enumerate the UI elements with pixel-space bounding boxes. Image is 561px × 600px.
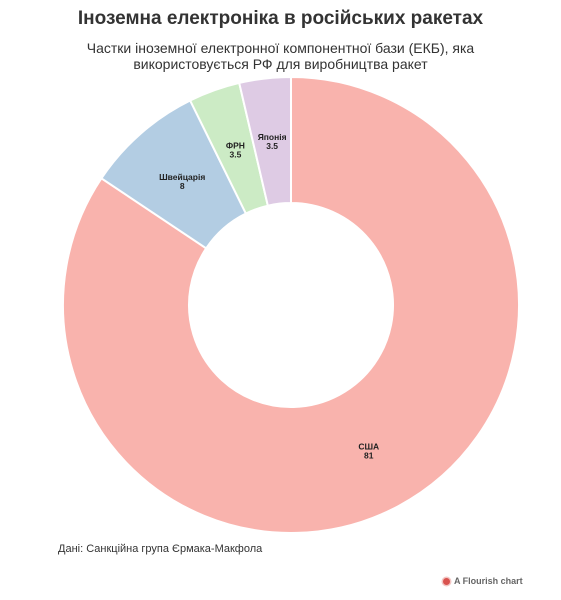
slice-3[interactable]	[238, 75, 292, 207]
slice-label-category: ФРН	[226, 141, 245, 151]
slice-0[interactable]	[62, 75, 520, 534]
slice-label-category: США	[358, 442, 379, 452]
flourish-credit-text: A Flourish chart	[454, 576, 523, 586]
slice-label-value: 81	[364, 451, 374, 461]
flourish-logo-icon	[443, 577, 450, 585]
data-source: Дані: Санкційна група Єрмака-Макфола	[58, 543, 263, 555]
slice-label-0: США 81	[358, 442, 379, 461]
chart-title: Іноземна електроніка в російських ракета…	[77, 8, 484, 29]
slice-label-value: 3.5	[229, 150, 241, 160]
chart-subtitle: Частки іноземної електронної компонентно…	[86, 40, 475, 72]
slice-label-category: Японія	[258, 132, 287, 142]
slice-label-category: Швейцарія	[159, 172, 205, 182]
slice-label-2: ФРН 3.5	[226, 141, 245, 160]
donut-slices	[62, 75, 520, 534]
flourish-credit[interactable]: A Flourish chart	[443, 576, 523, 586]
slice-label-value: 3.5	[266, 141, 278, 151]
slice-label-value: 8	[180, 181, 185, 191]
slice-label-3: Японія 3.5	[258, 132, 287, 151]
slice-label-1: Швейцарія 8	[159, 172, 205, 191]
